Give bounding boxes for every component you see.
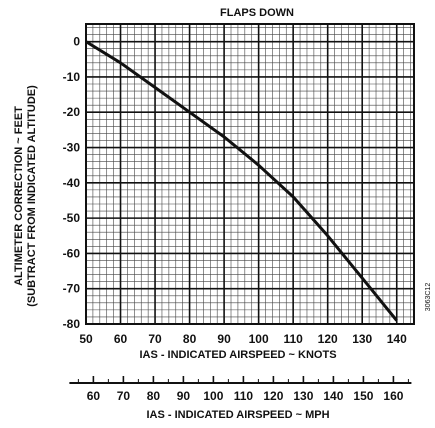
mph-tick-label: 140 xyxy=(323,389,343,403)
x-tick-label: 50 xyxy=(79,332,93,346)
plot-frame xyxy=(85,23,415,325)
y-tick-label: -50 xyxy=(63,211,81,225)
x-tick-label: 110 xyxy=(283,332,303,346)
x-tick-labels: 50 60 70 80 90 100 110 120 130 140 xyxy=(79,332,407,346)
x-tick-label: 130 xyxy=(352,332,372,346)
x-tick-label: 90 xyxy=(217,332,231,346)
correction-curve xyxy=(85,40,398,322)
mph-tick-label: 60 xyxy=(87,389,101,403)
mph-tick-label: 130 xyxy=(293,389,313,403)
y-tick-label: -80 xyxy=(63,317,81,331)
mph-scale: 60 70 80 90 100 110 120 130 140 150 160 xyxy=(69,376,412,403)
y-tick-label: -70 xyxy=(63,282,81,296)
x-tick-label: 60 xyxy=(114,332,128,346)
y-tick-label: -60 xyxy=(63,246,81,260)
x-tick-label: 100 xyxy=(249,332,269,346)
y-axis-title: ALTIMETER CORRECTION ~ FEET (SUBTRACT FR… xyxy=(13,85,38,307)
x-axis-title-mph: IAS - INDICATED AIRSPEED ~ MPH xyxy=(146,409,329,421)
x-axis-title-knots: IAS - INDICATED AIRSPEED ~ KNOTS xyxy=(139,349,336,361)
x-tick-label: 80 xyxy=(183,332,197,346)
x-tick-label: 120 xyxy=(318,332,338,346)
y-axis-title-line-1: ALTIMETER CORRECTION ~ FEET xyxy=(13,106,25,286)
chart-title: FLAPS DOWN xyxy=(220,7,294,19)
y-tick-labels: 0 -10 -20 -30 -40 -50 -60 -70 -80 xyxy=(63,35,81,331)
mph-tick-label: 90 xyxy=(177,389,191,403)
y-axis-title-line-2: (SUBTRACT FROM INDICATED ALTITUDE) xyxy=(26,85,38,307)
mph-tick-label: 120 xyxy=(263,389,283,403)
x-tick-label: 70 xyxy=(148,332,162,346)
mph-tick-label: 80 xyxy=(147,389,161,403)
y-tick-label: -20 xyxy=(63,105,81,119)
mph-tick-label: 160 xyxy=(383,389,403,403)
mph-tick-label: 150 xyxy=(353,389,373,403)
y-tick-label: -10 xyxy=(63,70,81,84)
figure-code: 3063C12 xyxy=(425,283,432,312)
mph-tick-label: 110 xyxy=(234,389,254,403)
y-tick-label: -40 xyxy=(63,176,81,190)
mph-tick-label: 100 xyxy=(203,389,223,403)
x-tick-label: 140 xyxy=(387,332,407,346)
y-tick-label: -30 xyxy=(63,141,81,155)
y-tick-label: 0 xyxy=(73,35,80,49)
mph-tick-label: 70 xyxy=(117,389,131,403)
